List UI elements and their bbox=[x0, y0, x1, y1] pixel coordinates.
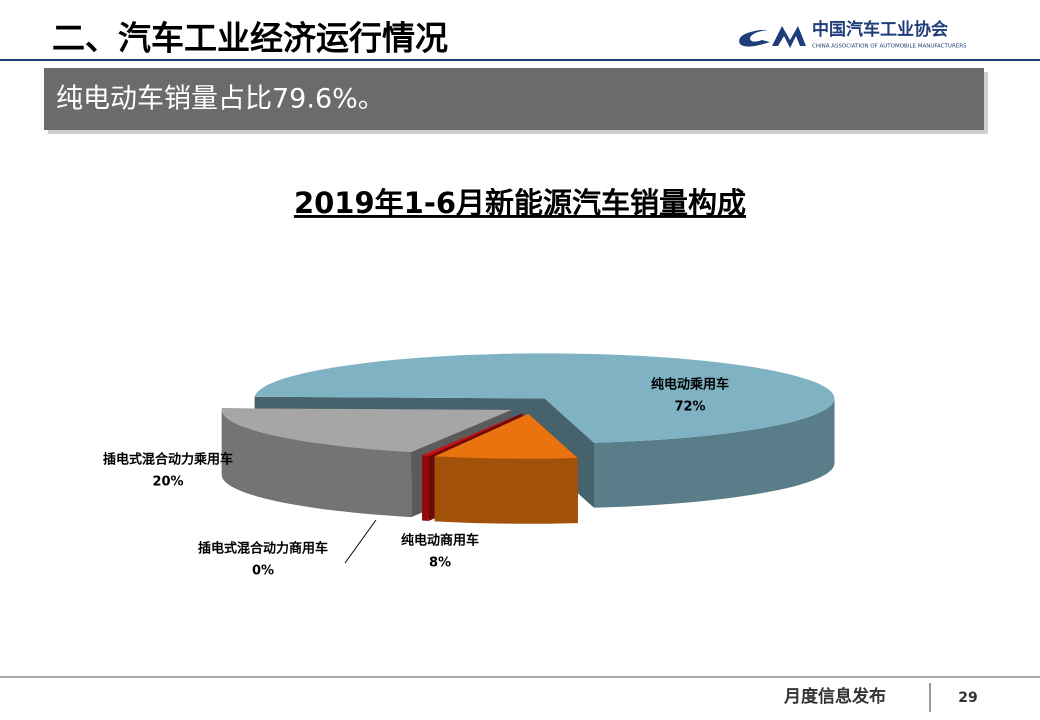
slice-wall bbox=[221, 409, 412, 518]
logo-name: 中国汽车工业协会 bbox=[812, 19, 948, 40]
slice-label: 纯电动乘用车 bbox=[651, 377, 729, 393]
chart-title: 2019年1-6月新能源汽车销量构成 bbox=[294, 186, 746, 220]
slice bbox=[422, 413, 523, 456]
slice-wall bbox=[422, 455, 429, 521]
slice-label: 插电式混合动力商用车 bbox=[198, 541, 328, 557]
value-label: 72% bbox=[674, 400, 705, 415]
slice bbox=[434, 413, 578, 459]
slide-title: 二、汽车工业经济运行情况 bbox=[52, 19, 448, 58]
slice-wall bbox=[594, 398, 835, 508]
slice-label: 插电式混合动力乘用车 bbox=[103, 452, 233, 468]
value-label: 0% bbox=[252, 564, 274, 579]
slice-label: 纯电动商用车 bbox=[401, 533, 479, 549]
slice-wall bbox=[434, 456, 578, 524]
pie bbox=[221, 353, 835, 524]
slice bbox=[221, 408, 512, 453]
value-label: 8% bbox=[429, 556, 451, 571]
logo-mark bbox=[739, 26, 806, 48]
leader-line bbox=[344, 519, 377, 564]
banner-text: 纯电动车销量占比79.6%。 bbox=[56, 84, 385, 115]
footer-text: 月度信息发布 bbox=[783, 686, 886, 707]
banner bbox=[44, 68, 984, 130]
value-label: 20% bbox=[152, 475, 183, 490]
page-number: 29 bbox=[958, 690, 977, 706]
slice bbox=[254, 353, 835, 443]
logo-english: CHINA ASSOCIATION OF AUTOMOBILE MANUFACT… bbox=[812, 44, 967, 50]
